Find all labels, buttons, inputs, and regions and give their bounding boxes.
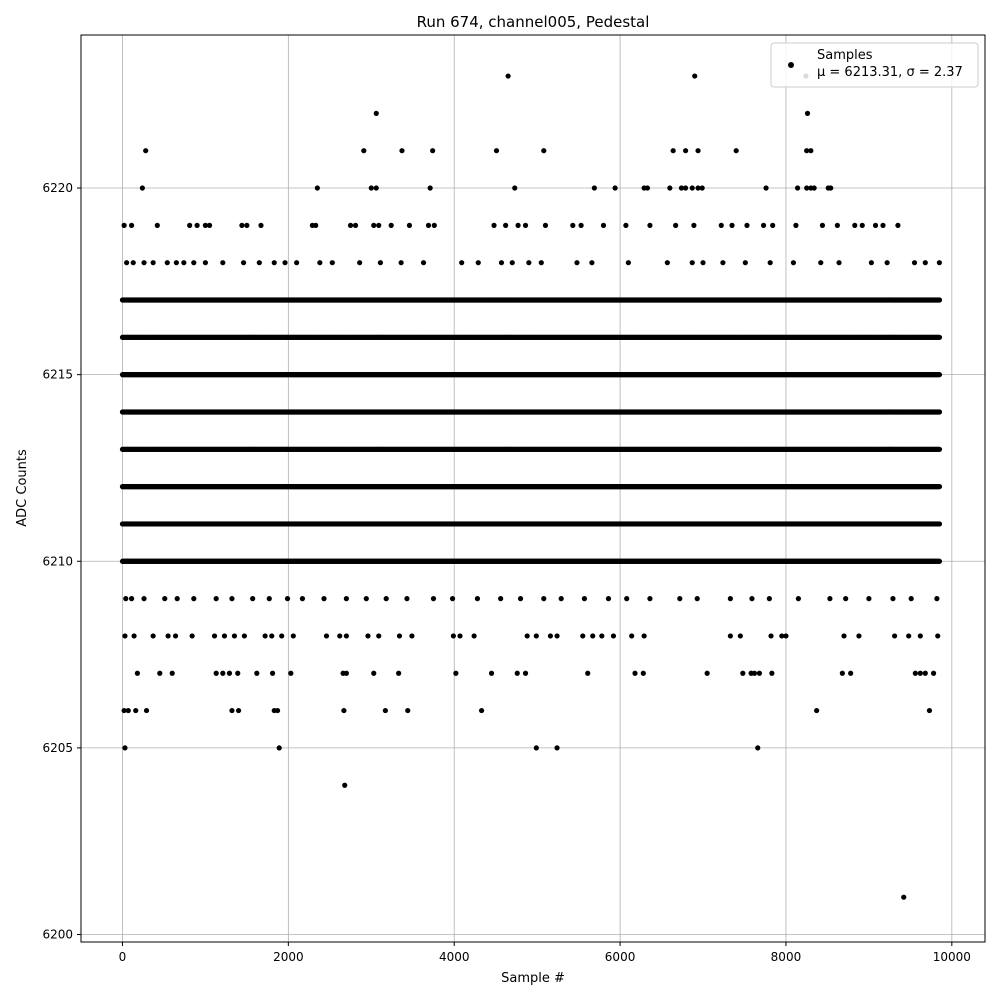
- data-point: [936, 521, 943, 527]
- scatter-points: [119, 73, 943, 900]
- data-point: [936, 446, 943, 452]
- data-point: [936, 558, 943, 564]
- data-point: [936, 484, 943, 490]
